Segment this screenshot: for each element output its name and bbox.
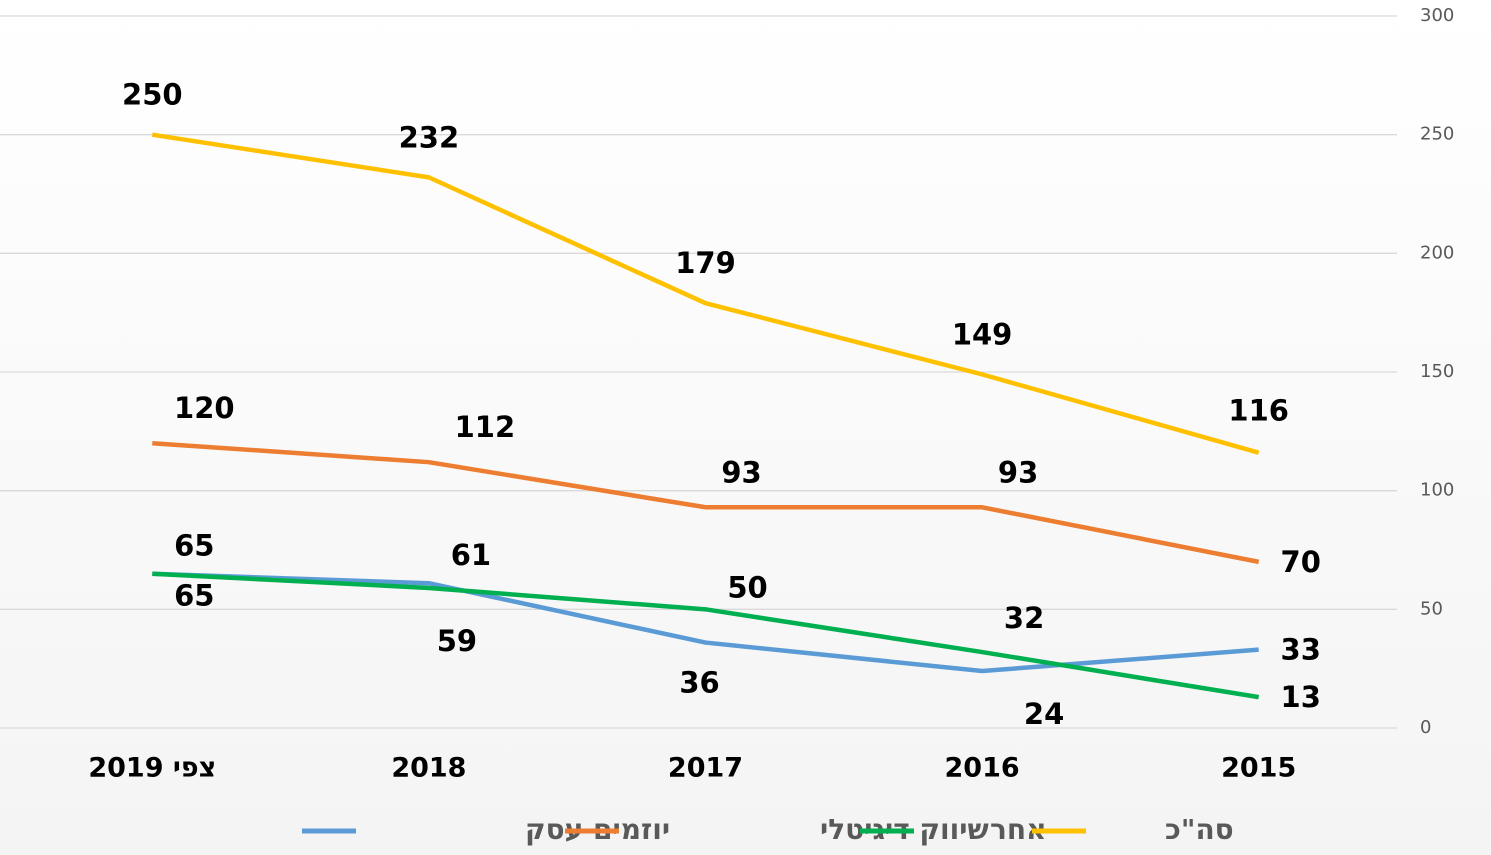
- series-line: [152, 571, 1260, 700]
- y-tick-label: 50: [1420, 598, 1443, 619]
- series-line: [151, 132, 1260, 455]
- data-label: 116: [1228, 394, 1289, 428]
- data-label: 112: [455, 410, 516, 444]
- data-label: 250: [122, 78, 183, 112]
- data-label: 93: [721, 455, 761, 489]
- data-label: 33: [1281, 633, 1321, 667]
- x-tick-label: 2018: [391, 753, 466, 784]
- y-tick-label: 300: [1420, 5, 1454, 26]
- data-label: 59: [437, 624, 477, 658]
- x-tick-label: 2016: [945, 753, 1020, 784]
- data-label: 65: [174, 579, 214, 613]
- data-label: 32: [1004, 601, 1044, 635]
- data-label: 65: [174, 529, 214, 563]
- data-label: 149: [952, 317, 1013, 351]
- series-line: [152, 440, 1260, 565]
- data-label: 13: [1281, 680, 1321, 714]
- data-label: 24: [1024, 697, 1064, 731]
- y-tick-label: 100: [1420, 480, 1454, 501]
- series-line: [152, 571, 1259, 674]
- y-tick-label: 250: [1420, 124, 1454, 145]
- data-label: 61: [451, 538, 491, 572]
- data-label: 179: [675, 246, 736, 280]
- x-tick-label: 2015: [1221, 753, 1296, 784]
- data-label: 232: [399, 120, 460, 154]
- y-tick-label: 200: [1420, 242, 1454, 263]
- data-label: 70: [1281, 545, 1321, 579]
- data-label: 50: [727, 570, 767, 604]
- y-tick-label: 150: [1420, 361, 1454, 382]
- data-label: 36: [679, 666, 719, 700]
- x-tick-label: 2017: [668, 753, 743, 784]
- x-tick-label: צפי 2019: [88, 753, 216, 784]
- data-label: 93: [998, 455, 1038, 489]
- legend-label: סה"כ: [1165, 813, 1234, 846]
- data-label: 120: [174, 391, 235, 425]
- y-tick-label: 0: [1420, 717, 1431, 738]
